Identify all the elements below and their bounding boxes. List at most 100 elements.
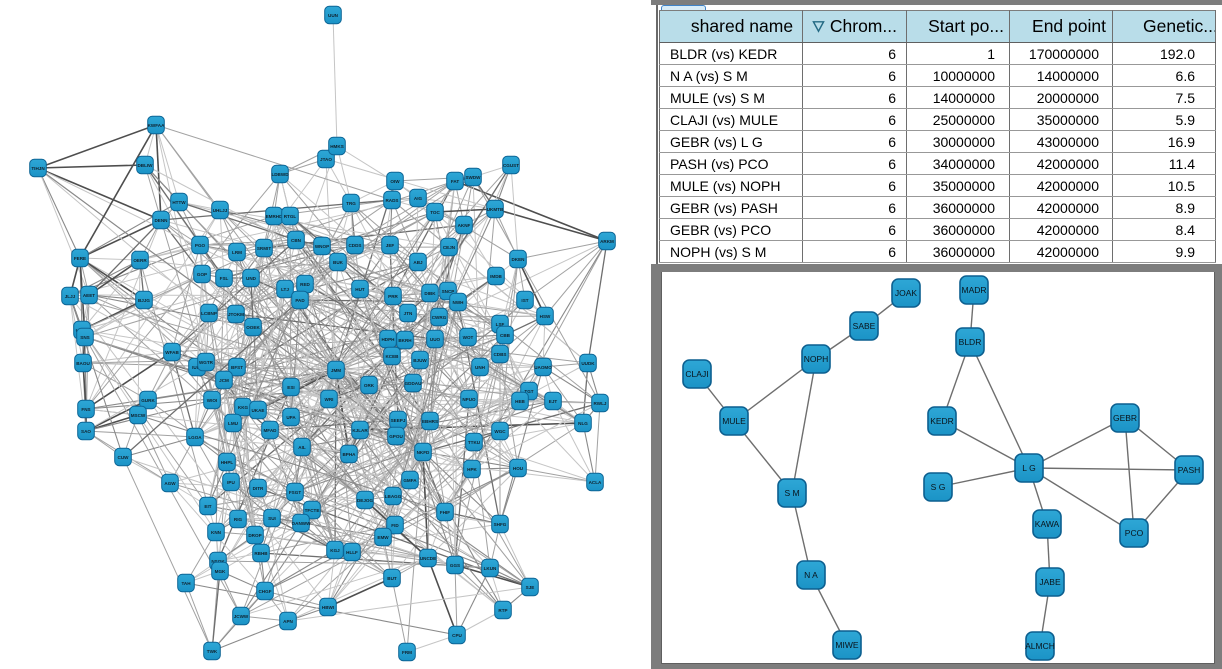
svg-text:TIHJN: TIHJN <box>31 166 45 171</box>
svg-text:SJE: SJE <box>526 585 535 590</box>
svg-text:RADS: RADS <box>385 198 398 203</box>
svg-text:BUK: BUK <box>333 260 344 265</box>
svg-text:ARKM: ARKM <box>600 239 614 244</box>
svg-text:JLJJ: JLJJ <box>65 294 76 299</box>
svg-text:UUO: UUO <box>430 337 441 342</box>
svg-text:GMFA: GMFA <box>403 478 417 483</box>
svg-text:JEF: JEF <box>386 243 395 248</box>
svg-text:JOAK: JOAK <box>895 288 918 298</box>
svg-text:UND: UND <box>246 276 257 281</box>
svg-text:KAWA: KAWA <box>1035 519 1060 529</box>
svg-text:SWDW: SWDW <box>465 175 481 180</box>
svg-text:BJJG: BJJG <box>138 298 150 303</box>
svg-text:DKEN: DKEN <box>511 257 525 262</box>
svg-text:HMKS: HMKS <box>330 144 344 149</box>
svg-text:JCM: JCM <box>219 378 229 383</box>
svg-text:LGOA: LGOA <box>188 435 202 440</box>
svg-text:ABJ: ABJ <box>413 260 423 265</box>
svg-text:KKG: KKG <box>238 405 249 410</box>
svg-text:IMDB: IMDB <box>490 274 502 279</box>
svg-text:GOP: GOP <box>197 272 207 277</box>
svg-text:TAH: TAH <box>181 581 191 586</box>
svg-text:UAOMO: UAOMO <box>534 365 552 370</box>
svg-text:OERR: OERR <box>133 258 147 263</box>
svg-text:KGJ: KGJ <box>330 548 340 553</box>
svg-text:ORK: ORK <box>364 383 375 388</box>
svg-text:KWFAA: KWFAA <box>148 123 166 128</box>
svg-text:FHIF: FHIF <box>440 510 450 515</box>
svg-text:FSGT: FSGT <box>289 490 301 495</box>
svg-text:BJUW: BJUW <box>413 358 427 363</box>
svg-text:LBAGG: LBAGG <box>385 494 402 499</box>
svg-text:DBLIW: DBLIW <box>137 163 153 168</box>
svg-text:CPU: CPU <box>452 633 462 638</box>
svg-text:IST: IST <box>521 298 528 303</box>
svg-text:HSW: HSW <box>540 314 551 319</box>
svg-text:SNS: SNS <box>80 335 89 340</box>
svg-text:HEB: HEB <box>515 399 525 404</box>
svg-text:KJLAR: KJLAR <box>352 428 368 433</box>
svg-text:NLG: NLG <box>578 421 588 426</box>
svg-text:JTN: JTN <box>404 311 413 316</box>
svg-text:UPA: UPA <box>286 415 296 420</box>
svg-text:ALMCH: ALMCH <box>1025 641 1055 651</box>
svg-text:HDPH: HDPH <box>381 337 395 342</box>
svg-text:TTKU: TTKU <box>468 440 481 445</box>
svg-text:LCBNP: LCBNP <box>201 311 217 316</box>
svg-text:TRG: TRG <box>346 201 356 206</box>
svg-text:FAT: FAT <box>451 179 460 184</box>
svg-text:DEJOG: DEJOG <box>357 498 374 503</box>
svg-text:TOC: TOC <box>430 210 440 215</box>
svg-text:ESI: ESI <box>287 385 294 390</box>
svg-text:MSCW: MSCW <box>131 413 146 418</box>
svg-text:CUW: CUW <box>118 455 130 460</box>
svg-text:KEDR: KEDR <box>930 416 954 426</box>
svg-text:CBN: CBN <box>291 238 302 243</box>
svg-text:HHPL: HHPL <box>221 460 234 465</box>
svg-text:EIT: EIT <box>204 504 211 509</box>
svg-text:S M: S M <box>784 488 799 498</box>
svg-text:UUN: UUN <box>328 13 339 18</box>
svg-text:ACLA: ACLA <box>589 480 602 485</box>
svg-text:IPU: IPU <box>227 480 235 485</box>
svg-text:EJT: EJT <box>549 399 558 404</box>
svg-text:LKUN: LKUN <box>484 566 497 571</box>
svg-text:WOT: WOT <box>463 335 474 340</box>
svg-text:FID: FID <box>391 523 399 528</box>
svg-text:FSL: FSL <box>220 276 229 281</box>
svg-text:SNCP: SNCP <box>442 289 455 294</box>
svg-text:AEET: AEET <box>83 293 95 298</box>
svg-text:UHLJJ: UHLJJ <box>213 208 228 213</box>
svg-text:GURK: GURK <box>141 398 155 403</box>
svg-text:PGO: PGO <box>195 243 206 248</box>
svg-text:L G: L G <box>1022 463 1035 473</box>
svg-text:SABE: SABE <box>853 321 876 331</box>
svg-text:HUT: HUT <box>355 287 365 292</box>
svg-text:OANWW: OANWW <box>292 521 312 526</box>
svg-text:JABE: JABE <box>1039 577 1061 587</box>
svg-text:SUI: SUI <box>268 516 276 521</box>
svg-text:NSOK: NSOK <box>211 559 225 564</box>
svg-text:BLDR: BLDR <box>959 337 982 347</box>
svg-text:OIW: OIW <box>390 179 400 184</box>
svg-text:HOU: HOU <box>513 466 524 471</box>
svg-text:WGTR: WGTR <box>199 360 214 365</box>
svg-text:FERE: FERE <box>74 256 86 261</box>
svg-text:PAD: PAD <box>295 298 305 303</box>
svg-text:HLLF: HLLF <box>346 550 358 555</box>
svg-text:TWK: TWK <box>207 649 218 654</box>
svg-text:KNN: KNN <box>211 530 222 535</box>
svg-text:CHGF: CHGF <box>258 589 271 594</box>
svg-text:PRR: PRR <box>388 294 398 299</box>
svg-text:JMM: JMM <box>331 368 341 373</box>
svg-text:TGT: TGT <box>524 389 533 394</box>
svg-text:NPUO: NPUO <box>462 397 476 402</box>
svg-text:DROP: DROP <box>248 533 261 538</box>
svg-text:BFST: BFST <box>231 365 243 370</box>
svg-text:GDDAU: GDDAU <box>405 381 423 386</box>
svg-text:RWLJ: RWLJ <box>594 401 607 406</box>
svg-text:LMU: LMU <box>228 421 239 426</box>
svg-text:WGC: WGC <box>494 429 506 434</box>
svg-text:DITR: DITR <box>253 486 264 491</box>
svg-text:IUIM: IUIM <box>192 365 202 370</box>
